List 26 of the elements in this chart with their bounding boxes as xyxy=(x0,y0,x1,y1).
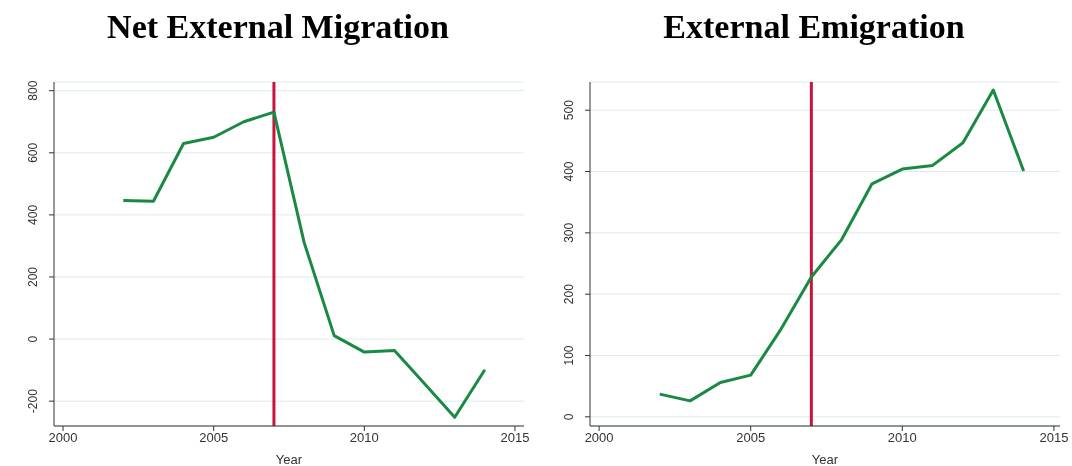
y-tick-label: 100 xyxy=(562,345,576,366)
y-tick-label: -200 xyxy=(26,388,40,414)
y-tick-label: 200 xyxy=(26,266,40,287)
x-tick-label: 2010 xyxy=(887,430,917,446)
y-tick-label: 200 xyxy=(562,283,576,305)
x-axis-title: Year xyxy=(275,452,303,466)
y-tick-label: 800 xyxy=(26,80,40,101)
y-tick-label: 500 xyxy=(562,99,576,121)
x-tick-label: 2015 xyxy=(500,430,530,446)
y-tick-label: 300 xyxy=(562,222,576,243)
x-tick-label: 2015 xyxy=(1039,430,1069,446)
y-tick-label: 400 xyxy=(26,204,40,225)
y-tick-label: 0 xyxy=(562,413,576,421)
y-tick-label: 600 xyxy=(26,142,40,163)
x-tick-label: 2005 xyxy=(736,430,766,446)
x-tick-label: 2010 xyxy=(349,430,379,446)
y-tick-label: 400 xyxy=(562,161,576,182)
x-tick-label: 2005 xyxy=(199,430,229,446)
line-series xyxy=(121,110,487,419)
chart-title: External Emigration xyxy=(662,7,966,47)
y-tick-label: 0 xyxy=(26,335,40,343)
x-axis-title: Year xyxy=(811,452,839,466)
line-series xyxy=(658,88,1026,403)
x-tick-label: 2000 xyxy=(48,430,78,446)
chart-title: Net External Migration xyxy=(106,7,450,47)
x-tick-label: 2000 xyxy=(584,430,614,446)
